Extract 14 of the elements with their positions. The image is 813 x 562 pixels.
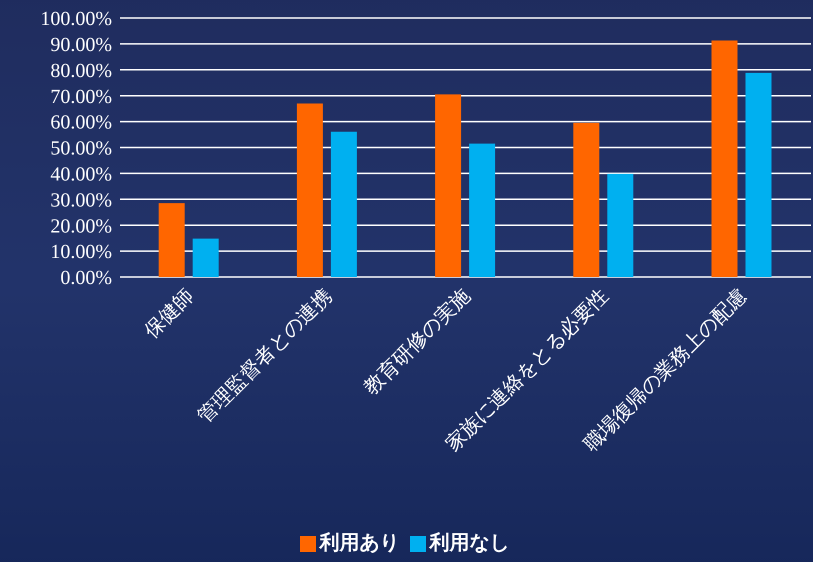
y-tick-label: 10.00% [50, 241, 112, 264]
legend-label: 利用なし [430, 530, 510, 554]
legend-label: 利用あり [320, 530, 400, 554]
y-tick-label: 0.00% [60, 267, 112, 290]
y-tick-label: 100.00% [40, 8, 112, 30]
y-tick-label: 60.00% [50, 112, 112, 134]
y-tick-label: 70.00% [50, 86, 112, 108]
y-tick-label: 40.00% [50, 164, 112, 186]
y-tick-label: 80.00% [50, 60, 112, 82]
y-tick-label: 20.00% [50, 215, 112, 238]
y-tick-label: 90.00% [50, 34, 112, 56]
y-tick-label: 50.00% [50, 138, 112, 160]
y-tick-label: 30.00% [50, 189, 112, 212]
x-tick-label: 教育研修の実施 [359, 284, 475, 400]
